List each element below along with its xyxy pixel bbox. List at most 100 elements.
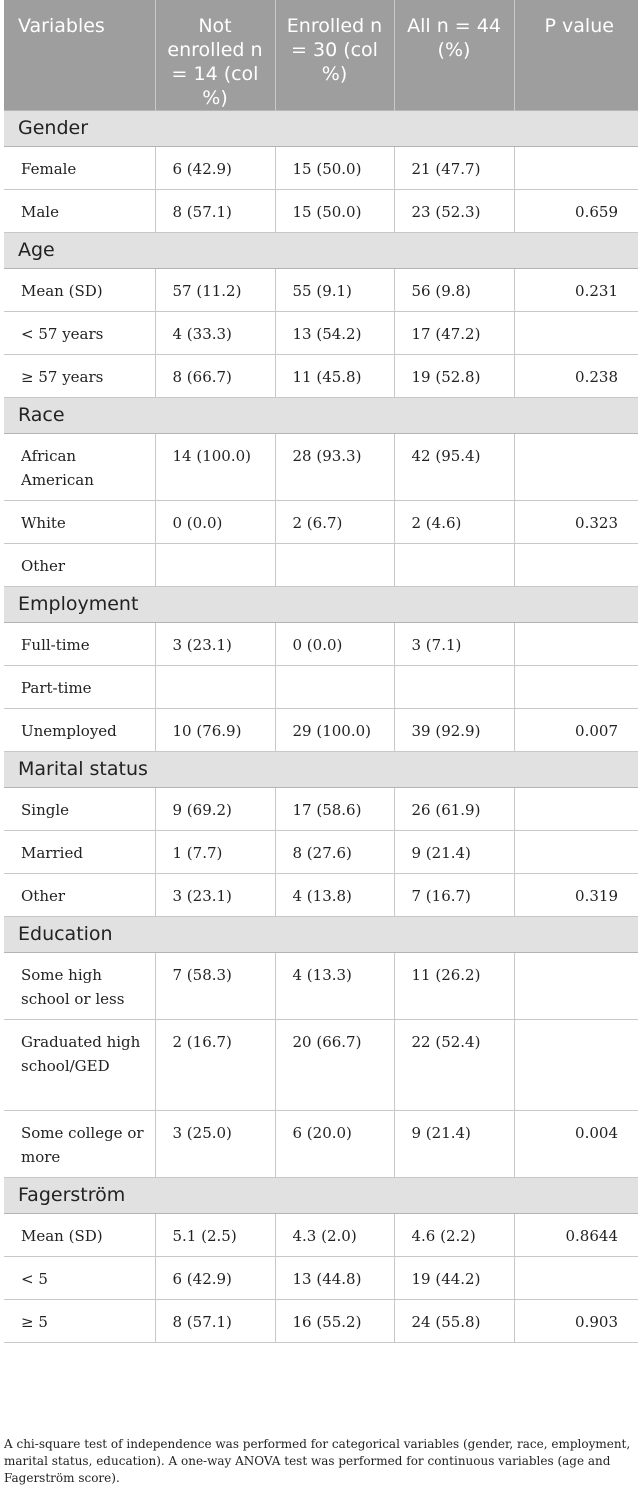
cell-p-value: 0.659 (513, 189, 638, 233)
section-row: Race (4, 397, 638, 434)
row-label: Single (4, 787, 156, 831)
header-row: Variables Not enrolled n = 14 (col %) En… (4, 0, 638, 111)
cell-all: 11 (26.2) (393, 952, 515, 1020)
table-row: Female 6 (42.9) 15 (50.0) 21 (47.7) (4, 146, 638, 190)
row-label: Female (4, 146, 156, 190)
cell-not-enrolled (154, 665, 276, 709)
table-row: White 0 (0.0) 2 (6.7) 2 (4.6) 0.323 (4, 500, 638, 544)
header-not-enrolled: Not enrolled n = 14 (col %) (155, 0, 276, 111)
cell-all (393, 543, 515, 587)
header-p-value: P value (514, 0, 638, 111)
section-title: Fagerström (4, 1177, 638, 1214)
cell-all: 24 (55.8) (393, 1299, 515, 1343)
cell-enrolled (274, 543, 395, 587)
table-row: Mean (SD) 5.1 (2.5) 4.3 (2.0) 4.6 (2.2) 0.86… (4, 1213, 638, 1257)
cell-all: 9 (21.4) (393, 830, 515, 874)
cell-p-value (513, 1019, 638, 1111)
cell-not-enrolled: 10 (76.9) (154, 708, 276, 752)
cell-not-enrolled: 2 (16.7) (154, 1019, 276, 1111)
cell-enrolled: 15 (50.0) (274, 146, 395, 190)
table-row: Other (4, 543, 638, 587)
cell-p-value (513, 787, 638, 831)
cell-not-enrolled: 8 (57.1) (154, 1299, 276, 1343)
cell-p-value: 0.004 (513, 1110, 638, 1178)
cell-not-enrolled: 3 (23.1) (154, 622, 276, 666)
table-row: Married 1 (7.7) 8 (27.6) 9 (21.4) (4, 830, 638, 874)
cell-p-value: 0.903 (513, 1299, 638, 1343)
cell-not-enrolled (154, 543, 276, 587)
cell-all: 56 (9.8) (393, 268, 515, 312)
section-row: Employment (4, 586, 638, 623)
cell-enrolled: 8 (27.6) (274, 830, 395, 874)
table-row: Male 8 (57.1) 15 (50.0) 23 (52.3) 0.659 (4, 189, 638, 233)
cell-enrolled: 13 (54.2) (274, 311, 395, 355)
cell-p-value: 0.238 (513, 354, 638, 398)
cell-all: 39 (92.9) (393, 708, 515, 752)
row-label: Mean (SD) (4, 268, 156, 312)
table-footnote: A chi-square test of independence was pe… (4, 1437, 631, 1485)
row-label: Unemployed (4, 708, 156, 752)
cell-not-enrolled: 14 (100.0) (154, 433, 276, 501)
cell-all: 26 (61.9) (393, 787, 515, 831)
cell-p-value: 0.007 (513, 708, 638, 752)
cell-enrolled: 55 (9.1) (274, 268, 395, 312)
cell-not-enrolled: 3 (23.1) (154, 873, 276, 917)
cell-p-value: 0.231 (513, 268, 638, 312)
cell-enrolled: 0 (0.0) (274, 622, 395, 666)
cell-enrolled: 15 (50.0) (274, 189, 395, 233)
cell-enrolled: 4.3 (2.0) (274, 1213, 395, 1257)
cell-p-value (513, 952, 638, 1020)
cell-not-enrolled: 9 (69.2) (154, 787, 276, 831)
cell-enrolled: 2 (6.7) (274, 500, 395, 544)
cell-all: 23 (52.3) (393, 189, 515, 233)
cell-p-value (513, 543, 638, 587)
cell-enrolled: 17 (58.6) (274, 787, 395, 831)
section-row: Education (4, 916, 638, 953)
table-row: Full-time 3 (23.1) 0 (0.0) 3 (7.1) (4, 622, 638, 666)
cell-not-enrolled: 6 (42.9) (154, 146, 276, 190)
cell-p-value: 0.8644 (513, 1213, 638, 1257)
cell-enrolled (274, 665, 395, 709)
cell-p-value (513, 1256, 638, 1300)
cell-all: 19 (44.2) (393, 1256, 515, 1300)
cell-not-enrolled: 57 (11.2) (154, 268, 276, 312)
row-label: Other (4, 873, 156, 917)
header-enrolled: Enrolled n = 30 (col %) (275, 0, 395, 111)
cell-p-value: 0.323 (513, 500, 638, 544)
cell-all: 21 (47.7) (393, 146, 515, 190)
cell-enrolled: 4 (13.8) (274, 873, 395, 917)
cell-p-value (513, 830, 638, 874)
cell-all: 17 (47.2) (393, 311, 515, 355)
cell-all: 2 (4.6) (393, 500, 515, 544)
cell-enrolled: 11 (45.8) (274, 354, 395, 398)
header-variables: Variables (4, 0, 156, 111)
cell-all: 22 (52.4) (393, 1019, 515, 1111)
row-label: White (4, 500, 156, 544)
table-row: < 57 years 4 (33.3) 13 (54.2) 17 (47.2) (4, 311, 638, 355)
row-label: Some high school or less (4, 952, 156, 1020)
row-label: Some college or more (4, 1110, 156, 1178)
cell-not-enrolled: 3 (25.0) (154, 1110, 276, 1178)
row-label: ≥ 5 (4, 1299, 156, 1343)
cell-p-value (513, 665, 638, 709)
section-title: Employment (4, 586, 638, 623)
section-title: Marital status (4, 751, 638, 788)
table-row: Unemployed 10 (76.9) 29 (100.0) 39 (92.9) 0.… (4, 708, 638, 752)
row-label: Other (4, 543, 156, 587)
cell-not-enrolled: 5.1 (2.5) (154, 1213, 276, 1257)
cell-enrolled: 13 (44.8) (274, 1256, 395, 1300)
table-row: Other 3 (23.1) 4 (13.8) 7 (16.7) 0.319 (4, 873, 638, 917)
cell-p-value (513, 146, 638, 190)
section-title: Age (4, 232, 638, 269)
cell-p-value: 0.319 (513, 873, 638, 917)
cell-all: 19 (52.8) (393, 354, 515, 398)
table-row: African American 14 (100.0) 28 (93.3) 42 (9… (4, 433, 638, 501)
cell-p-value (513, 433, 638, 501)
cell-not-enrolled: 8 (57.1) (154, 189, 276, 233)
cell-not-enrolled: 7 (58.3) (154, 952, 276, 1020)
row-label: African American (4, 433, 156, 501)
section-row: Fagerström (4, 1177, 638, 1214)
cell-not-enrolled: 4 (33.3) (154, 311, 276, 355)
